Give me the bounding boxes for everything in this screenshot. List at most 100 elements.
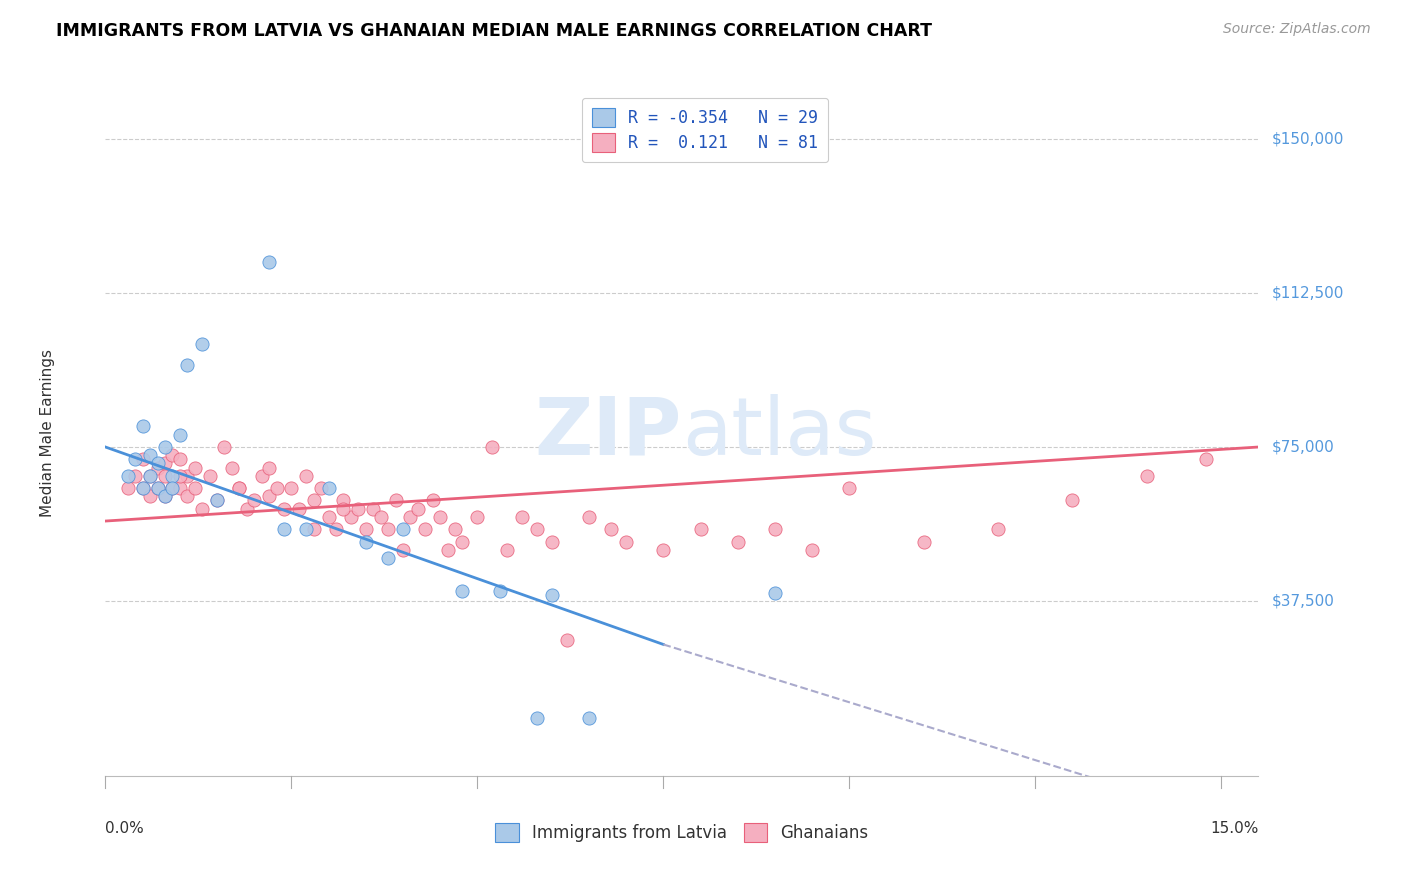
Text: $112,500: $112,500 <box>1272 285 1344 301</box>
Point <box>444 522 467 536</box>
Point <box>169 427 191 442</box>
Point <box>257 255 280 269</box>
Point <box>139 448 162 462</box>
Point <box>243 493 266 508</box>
Text: 15.0%: 15.0% <box>1211 821 1258 836</box>
Point <box>392 542 415 557</box>
Point <box>214 440 236 454</box>
Point <box>191 501 214 516</box>
Point <box>526 711 548 725</box>
Point <box>162 448 184 462</box>
Point <box>124 452 146 467</box>
Point <box>488 584 510 599</box>
Point <box>236 501 259 516</box>
Point <box>555 633 578 648</box>
Point <box>1136 468 1159 483</box>
Point <box>451 534 474 549</box>
Point <box>205 493 228 508</box>
Point <box>838 481 860 495</box>
Point <box>801 542 824 557</box>
Point <box>266 481 288 495</box>
Point <box>153 457 176 471</box>
Point <box>912 534 935 549</box>
Text: $37,500: $37,500 <box>1272 594 1336 608</box>
Point <box>146 481 169 495</box>
Point <box>131 419 153 434</box>
Text: ZIP: ZIP <box>534 393 682 472</box>
Point <box>406 501 429 516</box>
Point <box>510 510 533 524</box>
Point <box>763 522 786 536</box>
Point <box>146 457 169 471</box>
Point <box>392 522 415 536</box>
Point <box>540 588 562 602</box>
Point <box>496 542 519 557</box>
Point <box>295 468 318 483</box>
Point <box>162 481 184 495</box>
Text: Median Male Earnings: Median Male Earnings <box>41 349 55 516</box>
Point <box>413 522 436 536</box>
Point <box>176 358 198 372</box>
Point <box>451 584 474 599</box>
Point <box>318 510 340 524</box>
Point <box>273 522 295 536</box>
Point <box>318 481 340 495</box>
Point <box>139 489 162 503</box>
Point <box>153 489 176 503</box>
Point <box>689 522 711 536</box>
Point <box>377 522 399 536</box>
Point <box>354 522 377 536</box>
Point <box>429 510 451 524</box>
Point <box>169 452 191 467</box>
Point <box>131 481 153 495</box>
Point <box>309 481 332 495</box>
Point <box>987 522 1010 536</box>
Point <box>436 542 458 557</box>
Point <box>117 468 139 483</box>
Point <box>652 542 675 557</box>
Text: Source: ZipAtlas.com: Source: ZipAtlas.com <box>1223 22 1371 37</box>
Point <box>384 493 406 508</box>
Point <box>1195 452 1218 467</box>
Point <box>325 522 347 536</box>
Point <box>169 468 191 483</box>
Point <box>578 510 600 524</box>
Point <box>467 510 489 524</box>
Point <box>340 510 363 524</box>
Text: $150,000: $150,000 <box>1272 131 1344 146</box>
Point <box>332 501 354 516</box>
Point <box>124 468 146 483</box>
Point <box>131 481 153 495</box>
Text: 0.0%: 0.0% <box>105 821 145 836</box>
Point <box>131 452 153 467</box>
Point <box>332 493 354 508</box>
Point <box>191 337 214 351</box>
Point <box>600 522 623 536</box>
Point <box>146 460 169 475</box>
Point <box>614 534 637 549</box>
Point <box>257 489 280 503</box>
Point <box>117 481 139 495</box>
Point <box>139 468 162 483</box>
Point <box>176 468 198 483</box>
Point <box>763 586 786 600</box>
Point <box>302 493 325 508</box>
Point <box>354 534 377 549</box>
Point <box>540 534 562 549</box>
Point <box>481 440 503 454</box>
Point <box>370 510 392 524</box>
Point <box>578 711 600 725</box>
Point <box>273 501 295 516</box>
Point <box>228 481 250 495</box>
Text: $75,000: $75,000 <box>1272 440 1334 455</box>
Point <box>176 489 198 503</box>
Point <box>183 460 205 475</box>
Point <box>526 522 548 536</box>
Point <box>347 501 370 516</box>
Text: atlas: atlas <box>682 393 876 472</box>
Point <box>153 440 176 454</box>
Point <box>280 481 302 495</box>
Point <box>250 468 273 483</box>
Legend: Immigrants from Latvia, Ghanaians: Immigrants from Latvia, Ghanaians <box>486 814 877 850</box>
Point <box>399 510 422 524</box>
